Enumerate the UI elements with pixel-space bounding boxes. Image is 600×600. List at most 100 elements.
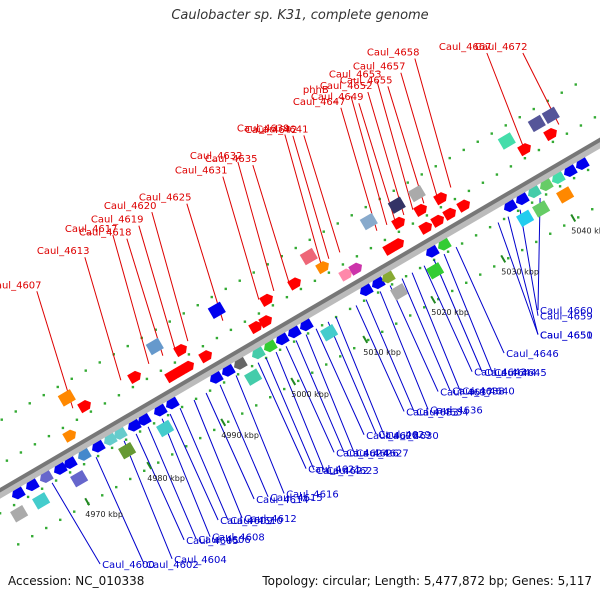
kbp-tick-label: 5040 kbp	[571, 226, 600, 235]
bottom-label-connector	[379, 291, 429, 410]
track-dot	[474, 234, 478, 237]
track-dot	[409, 314, 412, 317]
gene-feature	[287, 277, 301, 291]
gene-feature	[127, 370, 141, 385]
gene-feature	[77, 400, 91, 414]
track-dot	[280, 254, 283, 258]
top-label-connector	[367, 91, 405, 216]
track-dot	[439, 206, 443, 209]
bottom-label-connector	[95, 457, 145, 565]
gene-label-reverse: Caul_4636	[430, 405, 483, 416]
gene-label-reverse: Caul_4616	[286, 489, 339, 500]
track-dot	[479, 273, 482, 276]
track-dot	[558, 185, 562, 188]
track-dot	[362, 299, 366, 302]
track-dot	[196, 304, 199, 307]
track-dot	[411, 222, 415, 225]
track-dot	[560, 91, 563, 94]
forward-gene-arrow	[259, 293, 273, 307]
track-dot	[313, 279, 317, 283]
track-dot	[460, 242, 464, 245]
top-label-connector	[138, 225, 176, 349]
bottom-label-connector	[507, 216, 539, 335]
gene-block	[118, 441, 137, 460]
track-dot	[0, 512, 2, 515]
track-dot	[213, 428, 216, 432]
track-dot	[516, 209, 520, 213]
track-dot	[390, 283, 394, 286]
track-dot	[376, 291, 380, 294]
gene-feature	[57, 389, 76, 407]
gene-label-forward: Caul_4655	[340, 75, 393, 86]
gene-label-reverse: Caul_4645	[494, 368, 547, 379]
track-dot	[126, 344, 129, 348]
track-dot	[278, 348, 282, 351]
gene-feature	[248, 320, 262, 335]
gene-block	[497, 132, 516, 150]
bottom-label-connector	[205, 392, 255, 500]
forward-gene-arrow	[173, 343, 187, 358]
track-dot	[31, 534, 34, 538]
gene-label-forward: Caul_4641	[256, 124, 309, 135]
track-dot	[12, 503, 16, 507]
gene-label-reverse: Caul_4634	[416, 408, 469, 419]
track-dot	[182, 312, 185, 315]
kbp-tick-mark	[500, 254, 507, 263]
gene-block	[320, 324, 339, 342]
gene-feature	[315, 261, 329, 275]
forward-gene-arrow	[248, 320, 262, 335]
track-dot	[586, 168, 590, 172]
top-label-connector	[400, 72, 438, 196]
forward-gene-arrow	[0, 452, 1, 467]
track-dot	[437, 297, 440, 301]
track-dot	[194, 397, 198, 401]
gene-label-reverse: Caul_4638	[452, 387, 505, 398]
track-dot	[82, 463, 86, 466]
track-dot	[518, 116, 521, 119]
gene-label-reverse: Caul_4644	[484, 368, 537, 379]
bottom-label-connector	[401, 278, 451, 391]
track-dot	[523, 157, 527, 160]
track-dot	[490, 132, 493, 135]
gene-label-forward: Caul_4617	[65, 224, 118, 235]
gene-label-reverse: Caul_4629	[378, 430, 431, 441]
top-label-connector	[126, 238, 164, 356]
track-dot	[255, 404, 258, 407]
gene-feature	[442, 207, 456, 221]
gene-feature	[407, 184, 426, 203]
forward-gene-arrow	[127, 370, 141, 385]
genome-stats-text: Topology: circular; Length: 5,477,872 bp…	[262, 574, 592, 588]
track-dot	[173, 361, 177, 364]
track-dot	[96, 454, 100, 458]
bottom-label-connector	[257, 362, 307, 469]
bottom-label-connector	[51, 482, 101, 565]
track-dot	[17, 543, 20, 546]
gene-label-reverse: Caul_4605	[186, 536, 239, 547]
gene-block	[541, 106, 560, 125]
gene-block	[359, 212, 378, 231]
track-dot	[369, 246, 373, 250]
gene-label-reverse: Caul_4640	[462, 387, 515, 398]
track-dot	[465, 281, 468, 284]
track-dot	[453, 197, 457, 201]
genome-backbone	[0, 137, 600, 499]
track-dot	[145, 377, 149, 381]
gene-block	[426, 262, 445, 280]
track-dot	[327, 271, 331, 274]
track-dot	[353, 346, 356, 350]
track-dot	[227, 420, 230, 423]
gene-label-forward: Caul_4642	[245, 125, 298, 136]
gene-feature	[244, 368, 263, 386]
track-dot	[222, 381, 226, 384]
track-dot	[507, 257, 510, 260]
track-dot	[19, 451, 23, 454]
label-connector-lines	[36, 52, 560, 565]
track-dot	[166, 413, 170, 417]
track-dot	[530, 201, 534, 204]
gene-label-reverse: Caul_4643	[474, 368, 527, 379]
bottom-label-connector	[147, 426, 197, 540]
track-dot	[285, 295, 289, 299]
bottom-label-connector	[169, 413, 219, 521]
track-dot	[243, 320, 247, 323]
kbp-tick-label: 4980 kbp	[147, 474, 185, 483]
